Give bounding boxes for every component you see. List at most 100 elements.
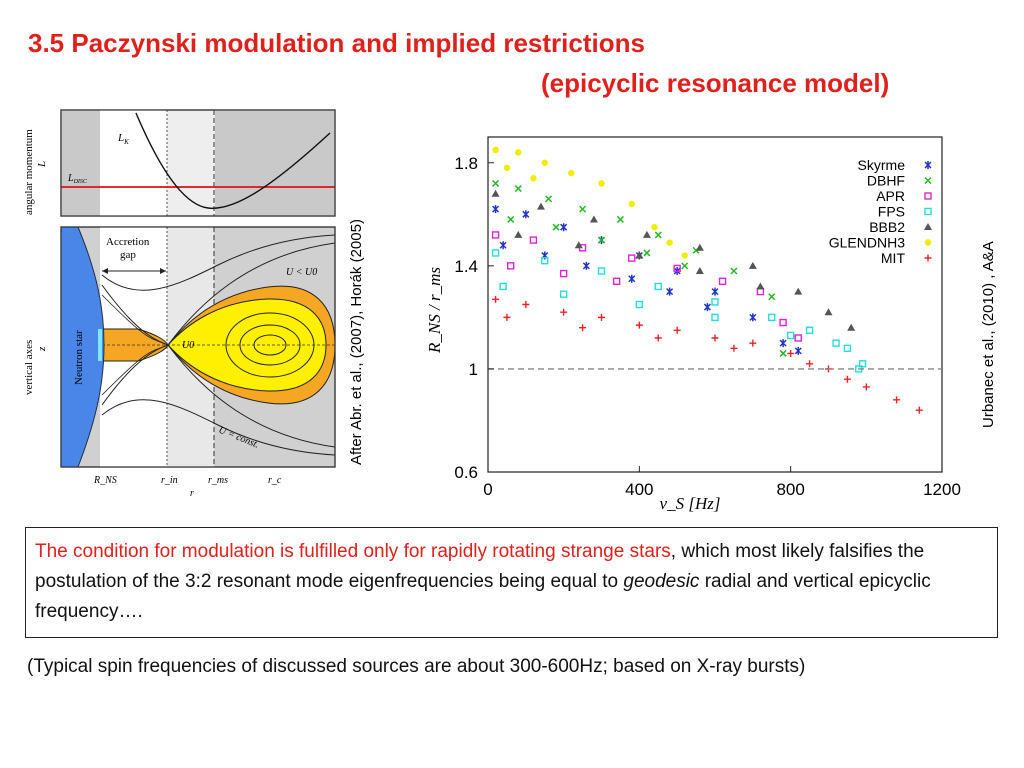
data-point bbox=[794, 334, 802, 342]
data-point bbox=[492, 179, 500, 187]
data-point bbox=[597, 236, 606, 244]
series-mit bbox=[492, 295, 923, 414]
data-point bbox=[673, 264, 681, 273]
diagram-xlabel: r bbox=[190, 488, 194, 499]
data-point bbox=[536, 202, 545, 210]
data-point bbox=[522, 301, 530, 308]
left-figure-caption: After Abr. et al., (2007), Horák (2005) bbox=[348, 219, 365, 465]
data-point bbox=[541, 256, 549, 265]
gap-label: gap bbox=[120, 249, 136, 261]
data-point bbox=[574, 241, 583, 249]
data-point bbox=[843, 344, 852, 353]
legend-label: DBHF bbox=[867, 173, 905, 189]
data-point bbox=[598, 180, 605, 187]
series-bbb2 bbox=[491, 189, 856, 331]
data-point bbox=[794, 287, 803, 295]
data-point bbox=[499, 282, 507, 291]
data-point bbox=[582, 261, 590, 270]
data-point bbox=[522, 210, 530, 219]
data-point bbox=[507, 215, 515, 223]
data-point bbox=[711, 313, 719, 322]
data-point bbox=[559, 290, 568, 298]
angular-momentum-symbol: L bbox=[36, 161, 48, 168]
data-point bbox=[666, 239, 673, 246]
data-point bbox=[492, 295, 500, 303]
scatter-chart: 0 400 800 1200 0.6 1 1.4 1.8 SkyrmeDBHFAPRFPSB… bbox=[425, 136, 961, 513]
data-point bbox=[832, 339, 840, 347]
tick-rin: r_in bbox=[161, 475, 178, 486]
epicyclic-diagram: LK LDISC angular momentum L Neutron star bbox=[23, 109, 336, 499]
data-point bbox=[491, 249, 500, 257]
x-tick-label: 1200 bbox=[923, 480, 961, 499]
data-point bbox=[806, 360, 814, 368]
data-point bbox=[491, 189, 500, 197]
y-tick-label: 0.6 bbox=[454, 463, 478, 482]
data-point bbox=[711, 334, 719, 342]
diagram-x-axis: R_NS r_in r_ms r_c r bbox=[93, 475, 282, 499]
angular-momentum-ylabel: angular momentum bbox=[23, 129, 35, 215]
data-point bbox=[730, 267, 738, 275]
legend-label: BBB2 bbox=[869, 219, 905, 235]
series-glendnh3 bbox=[492, 146, 688, 259]
data-point bbox=[643, 249, 651, 257]
data-point bbox=[695, 267, 704, 274]
data-point bbox=[654, 334, 662, 342]
data-point bbox=[651, 223, 658, 231]
conclusion-text-2: radial and vertical epicyclic frequency…… bbox=[35, 571, 931, 622]
data-point bbox=[779, 318, 787, 327]
legend-marker bbox=[924, 254, 932, 262]
data-point bbox=[805, 326, 814, 334]
data-point bbox=[673, 326, 681, 334]
legend-label: Skyrme bbox=[858, 157, 906, 173]
data-point bbox=[492, 205, 500, 214]
data-point bbox=[597, 267, 606, 275]
data-point bbox=[711, 298, 719, 306]
accretion-label: Accretion bbox=[106, 236, 150, 248]
data-point bbox=[768, 293, 776, 301]
data-point bbox=[711, 287, 719, 296]
data-point bbox=[499, 241, 507, 250]
data-point bbox=[598, 313, 605, 321]
data-point bbox=[787, 349, 795, 357]
x-tick-label: 0 bbox=[483, 480, 492, 499]
vertical-axes-ylabel: vertical axes bbox=[23, 340, 35, 395]
data-point bbox=[560, 308, 568, 316]
tick-rms: r_ms bbox=[208, 475, 228, 486]
data-point bbox=[492, 146, 499, 154]
data-point bbox=[666, 287, 674, 296]
data-point bbox=[568, 169, 575, 177]
data-point bbox=[893, 396, 901, 404]
data-point bbox=[515, 149, 522, 156]
legend-label: APR bbox=[876, 188, 905, 204]
data-point bbox=[559, 269, 568, 278]
data-point bbox=[730, 344, 738, 352]
u0-label: U0 bbox=[182, 340, 194, 351]
slide-subtitle: (epicyclic resonance model) bbox=[541, 68, 890, 98]
data-point bbox=[654, 282, 662, 291]
data-point bbox=[749, 339, 757, 347]
data-point bbox=[529, 236, 538, 244]
series-fps bbox=[491, 249, 867, 373]
legend-label: FPS bbox=[878, 204, 905, 220]
data-point bbox=[858, 360, 867, 368]
data-point bbox=[552, 223, 560, 231]
data-point bbox=[579, 324, 587, 332]
legend-marker bbox=[924, 161, 932, 169]
data-point bbox=[681, 252, 688, 259]
spin-frequency-note: (Typical spin frequencies of discussed s… bbox=[27, 656, 806, 677]
y-tick-label: 1.8 bbox=[454, 154, 478, 173]
legend-marker bbox=[924, 176, 932, 185]
legend-label: MIT bbox=[881, 250, 906, 266]
data-point bbox=[514, 230, 523, 238]
data-point bbox=[768, 313, 776, 322]
data-point bbox=[695, 243, 704, 251]
data-point bbox=[824, 308, 833, 316]
conclusion-text-1: , which most likely falsifies the postul… bbox=[35, 541, 925, 592]
legend-marker bbox=[924, 207, 932, 216]
x-tick-label: 800 bbox=[776, 480, 804, 499]
data-point bbox=[514, 185, 522, 193]
slide-title: 3.5 Paczynski modulation and implied res… bbox=[28, 28, 645, 58]
data-point bbox=[635, 321, 643, 329]
tick-rns: R_NS bbox=[93, 475, 117, 486]
data-point bbox=[530, 175, 537, 182]
